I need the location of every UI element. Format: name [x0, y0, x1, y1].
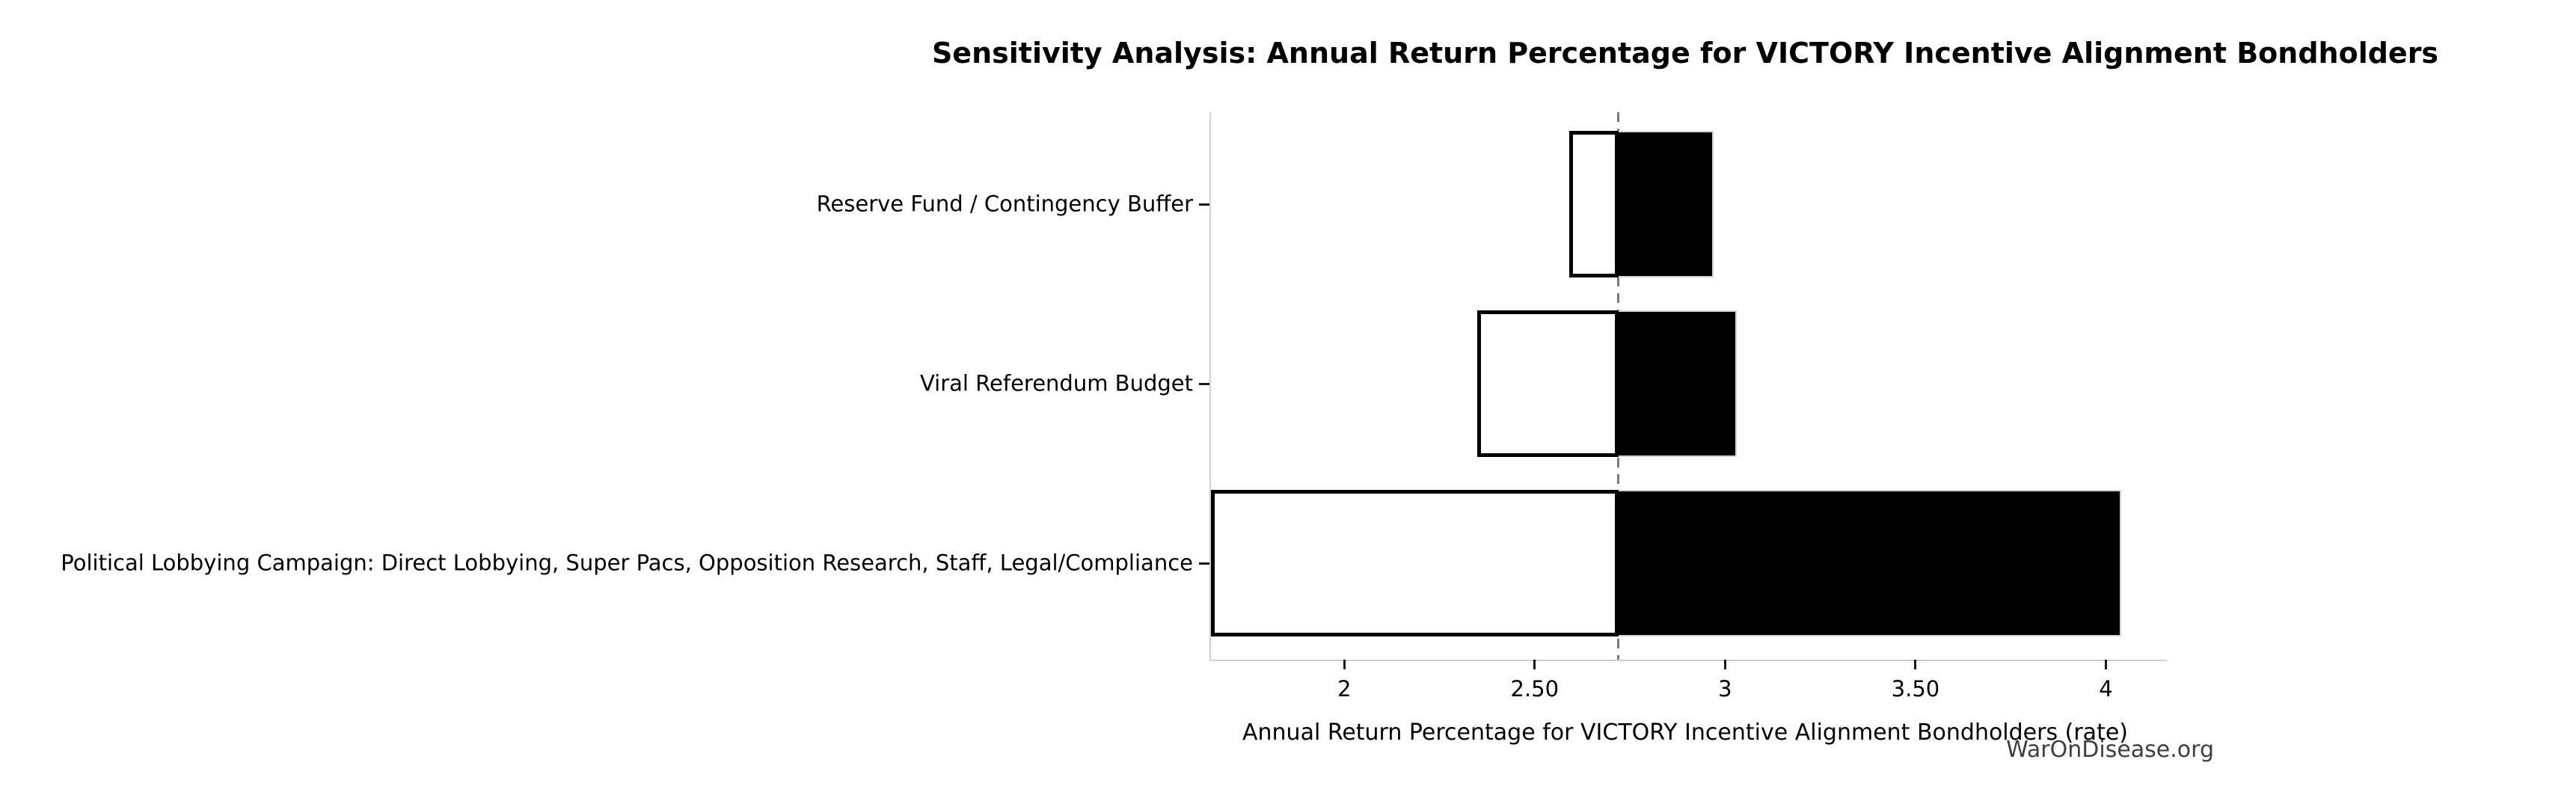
x-tick-label: 4 [2099, 676, 2113, 702]
bar-low-segment [1477, 310, 1619, 457]
x-tick-label: 3.50 [1891, 676, 1940, 702]
watermark: WarOnDisease.org [2006, 737, 2214, 763]
x-axis-label: Annual Return Percentage for VICTORY Inc… [1242, 719, 2128, 746]
bar-high-segment [1618, 131, 1714, 277]
x-axis-tick [1343, 660, 1346, 669]
bar-high-segment [1618, 310, 1737, 457]
y-category-label: Political Lobbying Campaign: Direct Lobb… [61, 550, 1193, 576]
x-axis-tick [1533, 660, 1536, 669]
x-tick-label: 3 [1718, 676, 1732, 702]
y-category-label: Viral Referendum Budget [919, 370, 1193, 396]
chart-title: Sensitivity Analysis: Annual Return Perc… [931, 37, 2439, 70]
bar-high-segment [1618, 490, 2121, 636]
x-axis-tick [1723, 660, 1726, 669]
x-axis-tick [1914, 660, 1917, 669]
bar-low-segment [1211, 490, 1619, 636]
y-axis-tick [1199, 203, 1209, 206]
y-axis-tick [1199, 562, 1209, 565]
bar-low-segment [1568, 131, 1619, 277]
y-category-label: Reserve Fund / Contingency Buffer [816, 191, 1193, 217]
x-tick-label: 2 [1337, 676, 1352, 702]
y-axis-tick [1199, 382, 1209, 385]
plot-area: Reserve Fund / Contingency Buffer Viral R… [61, 112, 2167, 700]
x-tick-label: 2.50 [1510, 676, 1560, 702]
x-axis-tick [2105, 660, 2108, 669]
